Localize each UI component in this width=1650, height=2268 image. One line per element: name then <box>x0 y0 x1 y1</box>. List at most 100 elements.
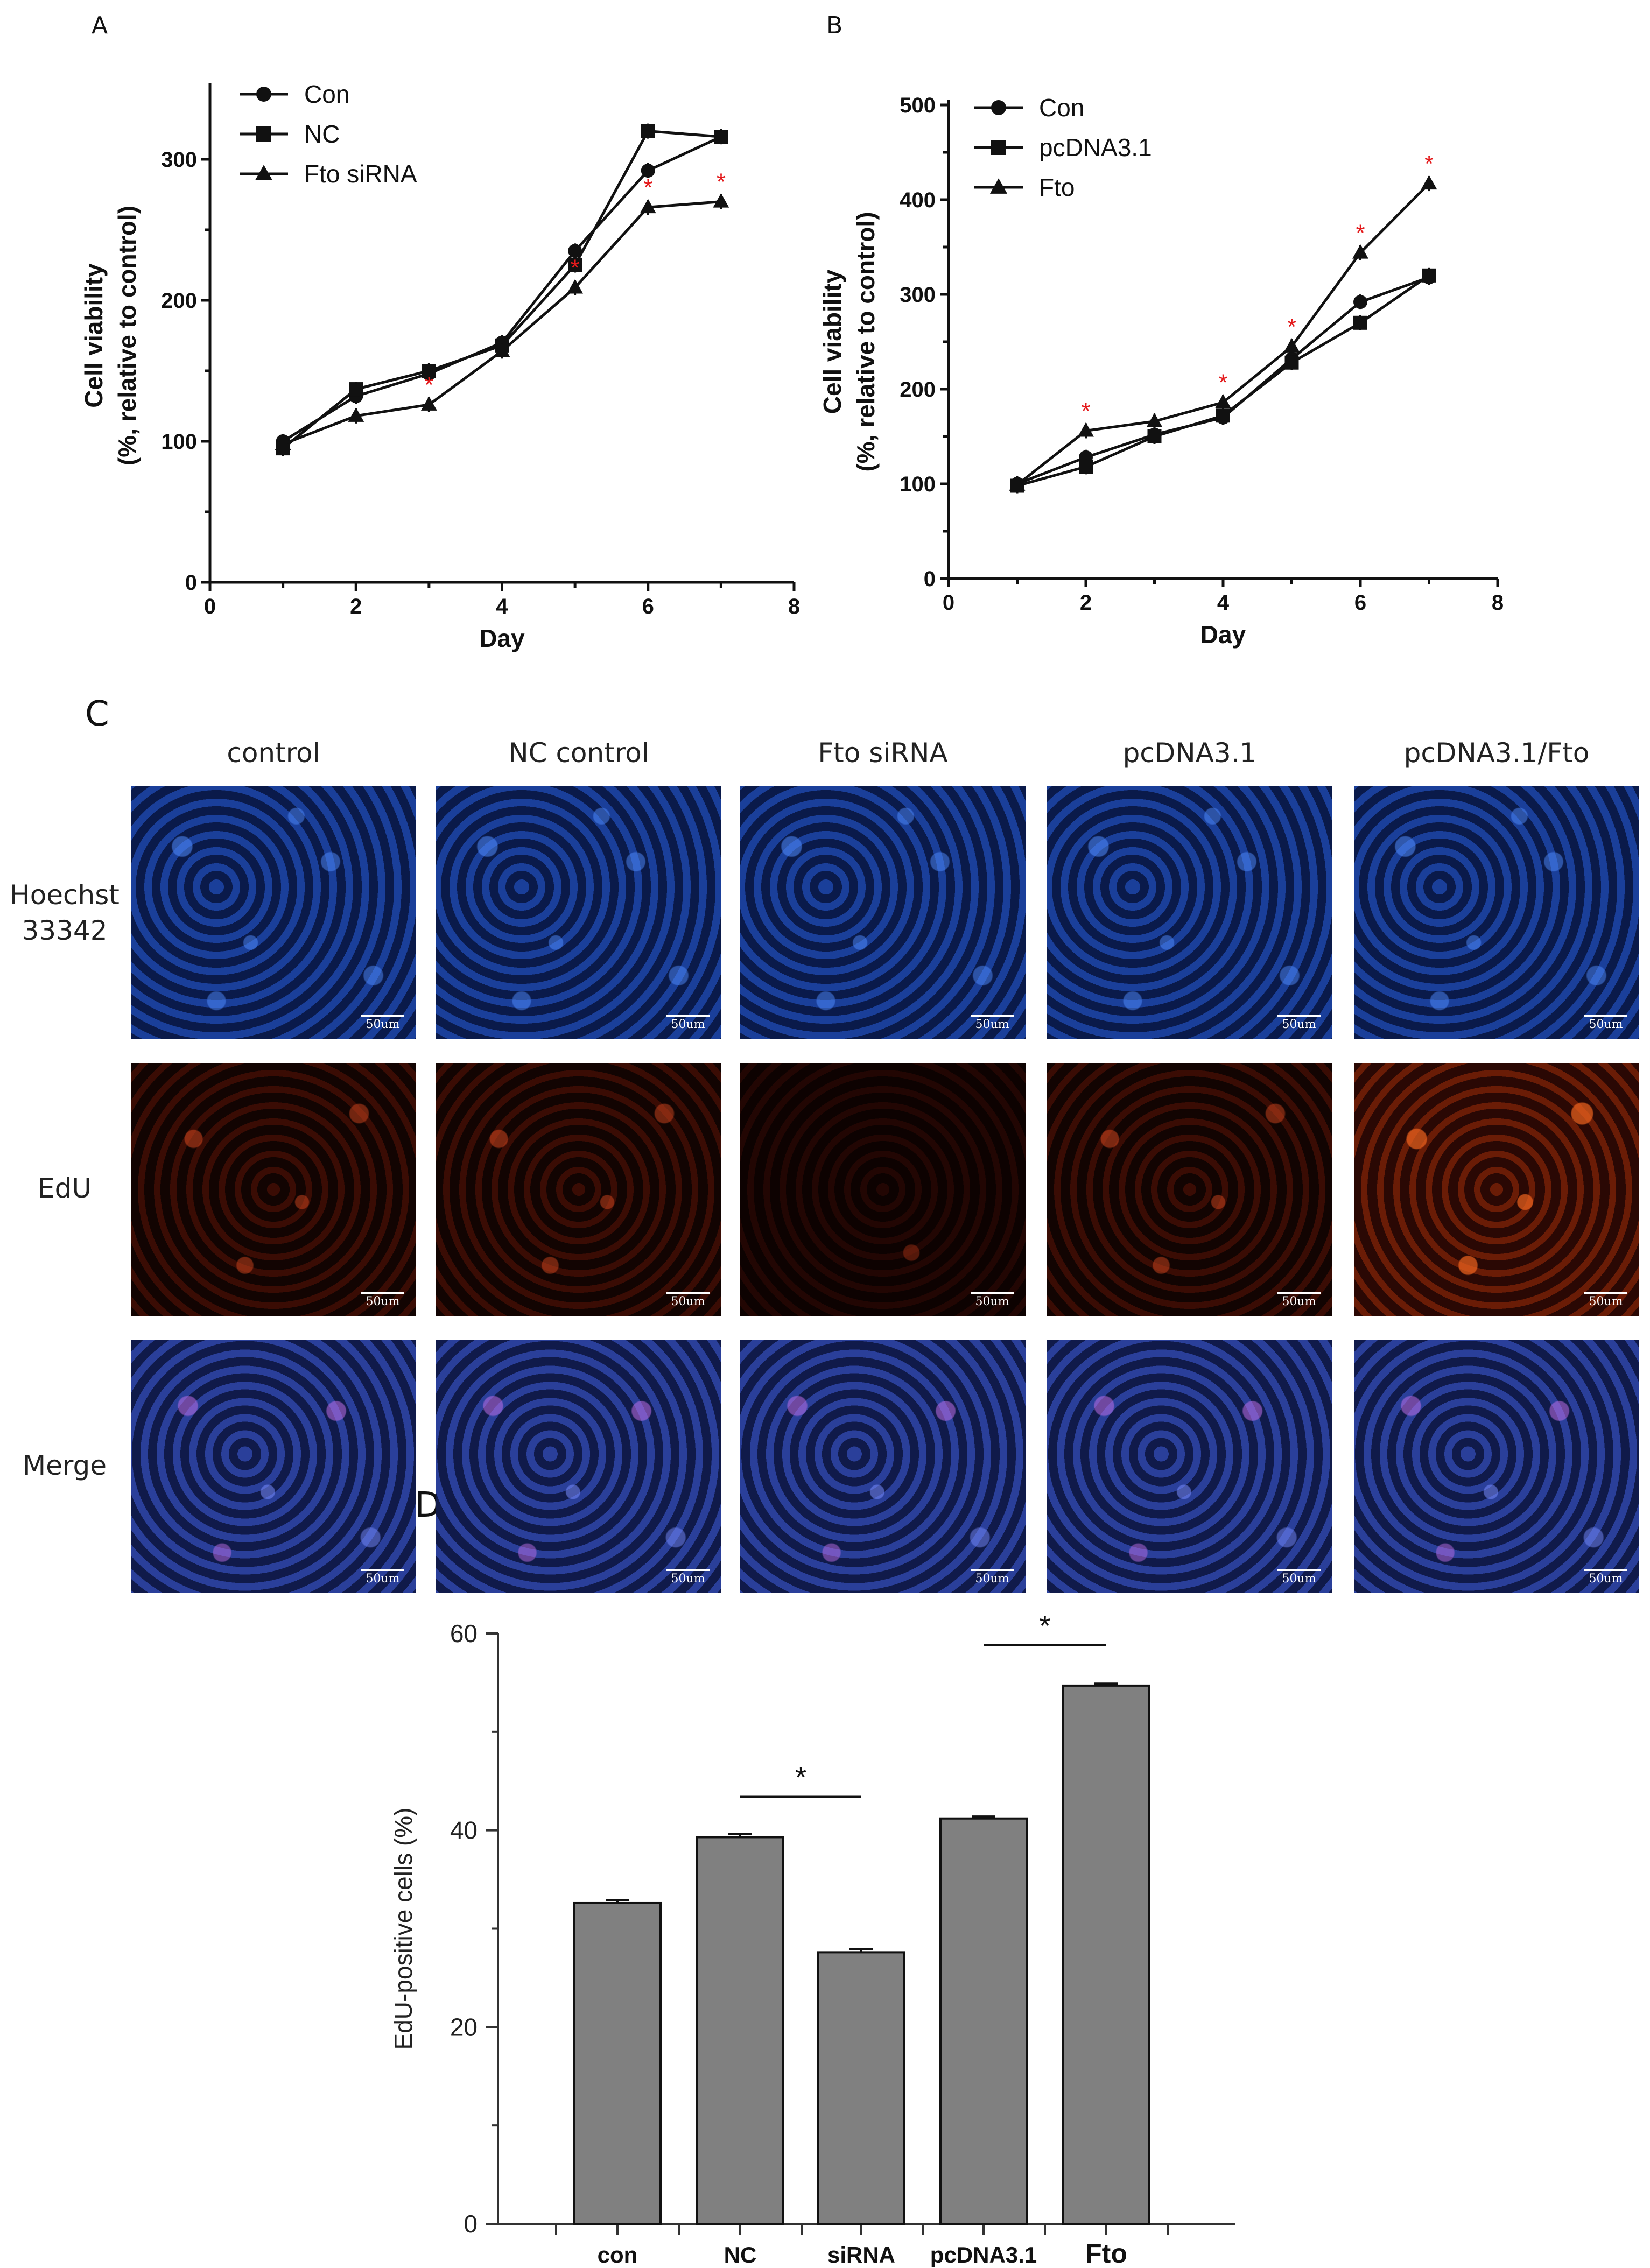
micrograph-merge-2: 50um <box>740 1340 1026 1593</box>
data-point-a-2 <box>494 342 510 357</box>
significance-star-b: * <box>1218 370 1227 396</box>
scale-bar: 50um <box>1584 1292 1627 1308</box>
y-axis-label-line2-a: (%, relative to control) <box>113 206 141 466</box>
panel-label-a: A <box>92 12 108 39</box>
legend-marker-a-1 <box>256 126 271 142</box>
data-point-a-2 <box>420 396 437 411</box>
scale-bar: 50um <box>971 1292 1014 1308</box>
legend-label-a-1: NC <box>304 120 340 148</box>
bar <box>817 1951 905 2225</box>
data-point-b-1 <box>1079 460 1093 474</box>
x-tick-label-a: 6 <box>642 595 654 618</box>
micrograph-hoechst-4: 50um <box>1354 786 1639 1039</box>
column-label: pcDNA3.1 <box>1122 737 1257 769</box>
comparison-star: * <box>795 1761 806 1793</box>
scale-bar: 50um <box>1584 1569 1627 1586</box>
data-point-a-2 <box>275 435 291 450</box>
row-label: EdU <box>0 1171 129 1206</box>
data-point-b-2 <box>1352 244 1368 259</box>
scale-bar: 50um <box>971 1569 1014 1586</box>
x-tick-label-b: 8 <box>1492 591 1504 615</box>
y-tick-label-d: 40 <box>450 1816 478 1844</box>
y-tick-label-a: 100 <box>161 430 197 454</box>
y-axis-label-a: Cell viability (%, relative to control) <box>80 206 141 466</box>
row-label: Merge <box>0 1448 129 1483</box>
legend-marker-b-2 <box>989 178 1008 194</box>
x-tick-label-b: 4 <box>1217 591 1230 615</box>
scale-bar: 50um <box>361 1015 404 1031</box>
scale-bar: 50um <box>666 1292 710 1308</box>
data-point-b-2 <box>1078 422 1094 437</box>
line-chart-b: 0 2 4 6 8 0 100 200 300 400 500 Day Cell viability (%… <box>818 94 1504 649</box>
micrograph-hoechst-1: 50um <box>436 786 721 1039</box>
legend-label-b-2: Fto <box>1039 173 1075 201</box>
significance-star-a: * <box>643 174 652 201</box>
y-tick-label-a: 300 <box>161 148 197 172</box>
y-tick-label-b: 300 <box>900 283 936 307</box>
legend-label-a-2: Fto siRNA <box>304 160 417 188</box>
data-point-a-1 <box>641 124 655 138</box>
bar <box>573 1901 662 2225</box>
y-axis-label-line1-b: Cell viability <box>818 269 846 414</box>
series-line-b-2 <box>1016 182 1430 486</box>
x-axis-label-b: Day <box>1200 621 1246 649</box>
data-point-a-1 <box>714 130 728 144</box>
micrograph-edu-4: 50um <box>1354 1063 1639 1316</box>
significance-star-a: * <box>424 372 433 398</box>
row-label-line2: 33342 <box>22 915 108 946</box>
x-tick-label-d: pcDNA3.1 <box>930 2242 1037 2267</box>
scale-bar: 50um <box>666 1569 710 1586</box>
y-tick-label-a: 0 <box>185 571 197 595</box>
significance-star-a: * <box>571 255 580 281</box>
x-tick-label-a: 2 <box>350 595 362 618</box>
scale-bar: 50um <box>361 1569 404 1586</box>
legend-marker-b-1 <box>991 140 1006 155</box>
significance-star-b: * <box>1424 151 1434 177</box>
bar <box>696 1836 784 2225</box>
row-label-line1: Hoechst <box>10 879 120 911</box>
micrograph-edu-1: 50um <box>436 1063 721 1316</box>
panel-label-c: C <box>85 694 109 734</box>
y-tick-label-a: 200 <box>161 289 197 313</box>
micrograph-edu-3: 50um <box>1047 1063 1332 1316</box>
significance-star-a: * <box>717 169 726 195</box>
x-tick-label-d: con <box>598 2242 638 2267</box>
scale-bar: 50um <box>361 1292 404 1308</box>
y-tick-label-b: 400 <box>900 188 936 212</box>
x-tick-label-b: 2 <box>1080 591 1092 615</box>
row-label-line1: EdU <box>38 1173 92 1204</box>
micrograph-hoechst-0: 50um <box>131 786 416 1039</box>
y-axis-label-b: Cell viability (%, relative to control) <box>818 212 880 471</box>
column-label: pcDNA3.1/Fto <box>1403 737 1590 769</box>
x-axis-label-a: Day <box>479 624 525 652</box>
scale-bar: 50um <box>1277 1569 1321 1586</box>
x-tick-label-a: 4 <box>496 595 508 618</box>
data-point-a-1 <box>422 364 436 378</box>
data-point-b-2 <box>1215 394 1231 408</box>
legend-marker-a-2 <box>255 165 273 180</box>
data-point-b-1 <box>1284 355 1299 370</box>
scale-bar: 50um <box>971 1015 1014 1031</box>
micrograph-merge-4: 50um <box>1354 1340 1639 1593</box>
x-tick-label-a: 8 <box>788 595 800 618</box>
y-tick-label-b: 100 <box>900 473 936 496</box>
y-axis-label-line1-a: Cell viability <box>80 263 108 408</box>
data-point-a-1 <box>568 258 582 272</box>
row-label-line1: Merge <box>22 1450 107 1481</box>
line-chart-a: 0 2 4 6 8 0 100 200 300 Day Cell viability (%, rela… <box>80 80 800 652</box>
data-point-a-2 <box>640 199 656 214</box>
scale-bar: 50um <box>666 1015 710 1031</box>
significance-star-b: * <box>1287 314 1296 340</box>
data-point-b-1 <box>1147 429 1162 443</box>
y-tick-label-d: 60 <box>450 1619 478 1647</box>
x-tick-label-a: 0 <box>204 595 216 618</box>
data-point-a-2 <box>348 407 364 422</box>
comparison-star: * <box>1039 1610 1050 1642</box>
data-point-b-2 <box>1283 338 1300 353</box>
column-label: Fto siRNA <box>818 737 948 769</box>
scale-bar: 50um <box>1277 1292 1321 1308</box>
legend-label-a-0: Con <box>304 80 349 108</box>
legend-marker-a-0 <box>256 87 271 102</box>
y-axis-label-d: EdU-positive cells (%) <box>389 1808 417 2050</box>
x-tick-label-b: 6 <box>1354 591 1366 615</box>
